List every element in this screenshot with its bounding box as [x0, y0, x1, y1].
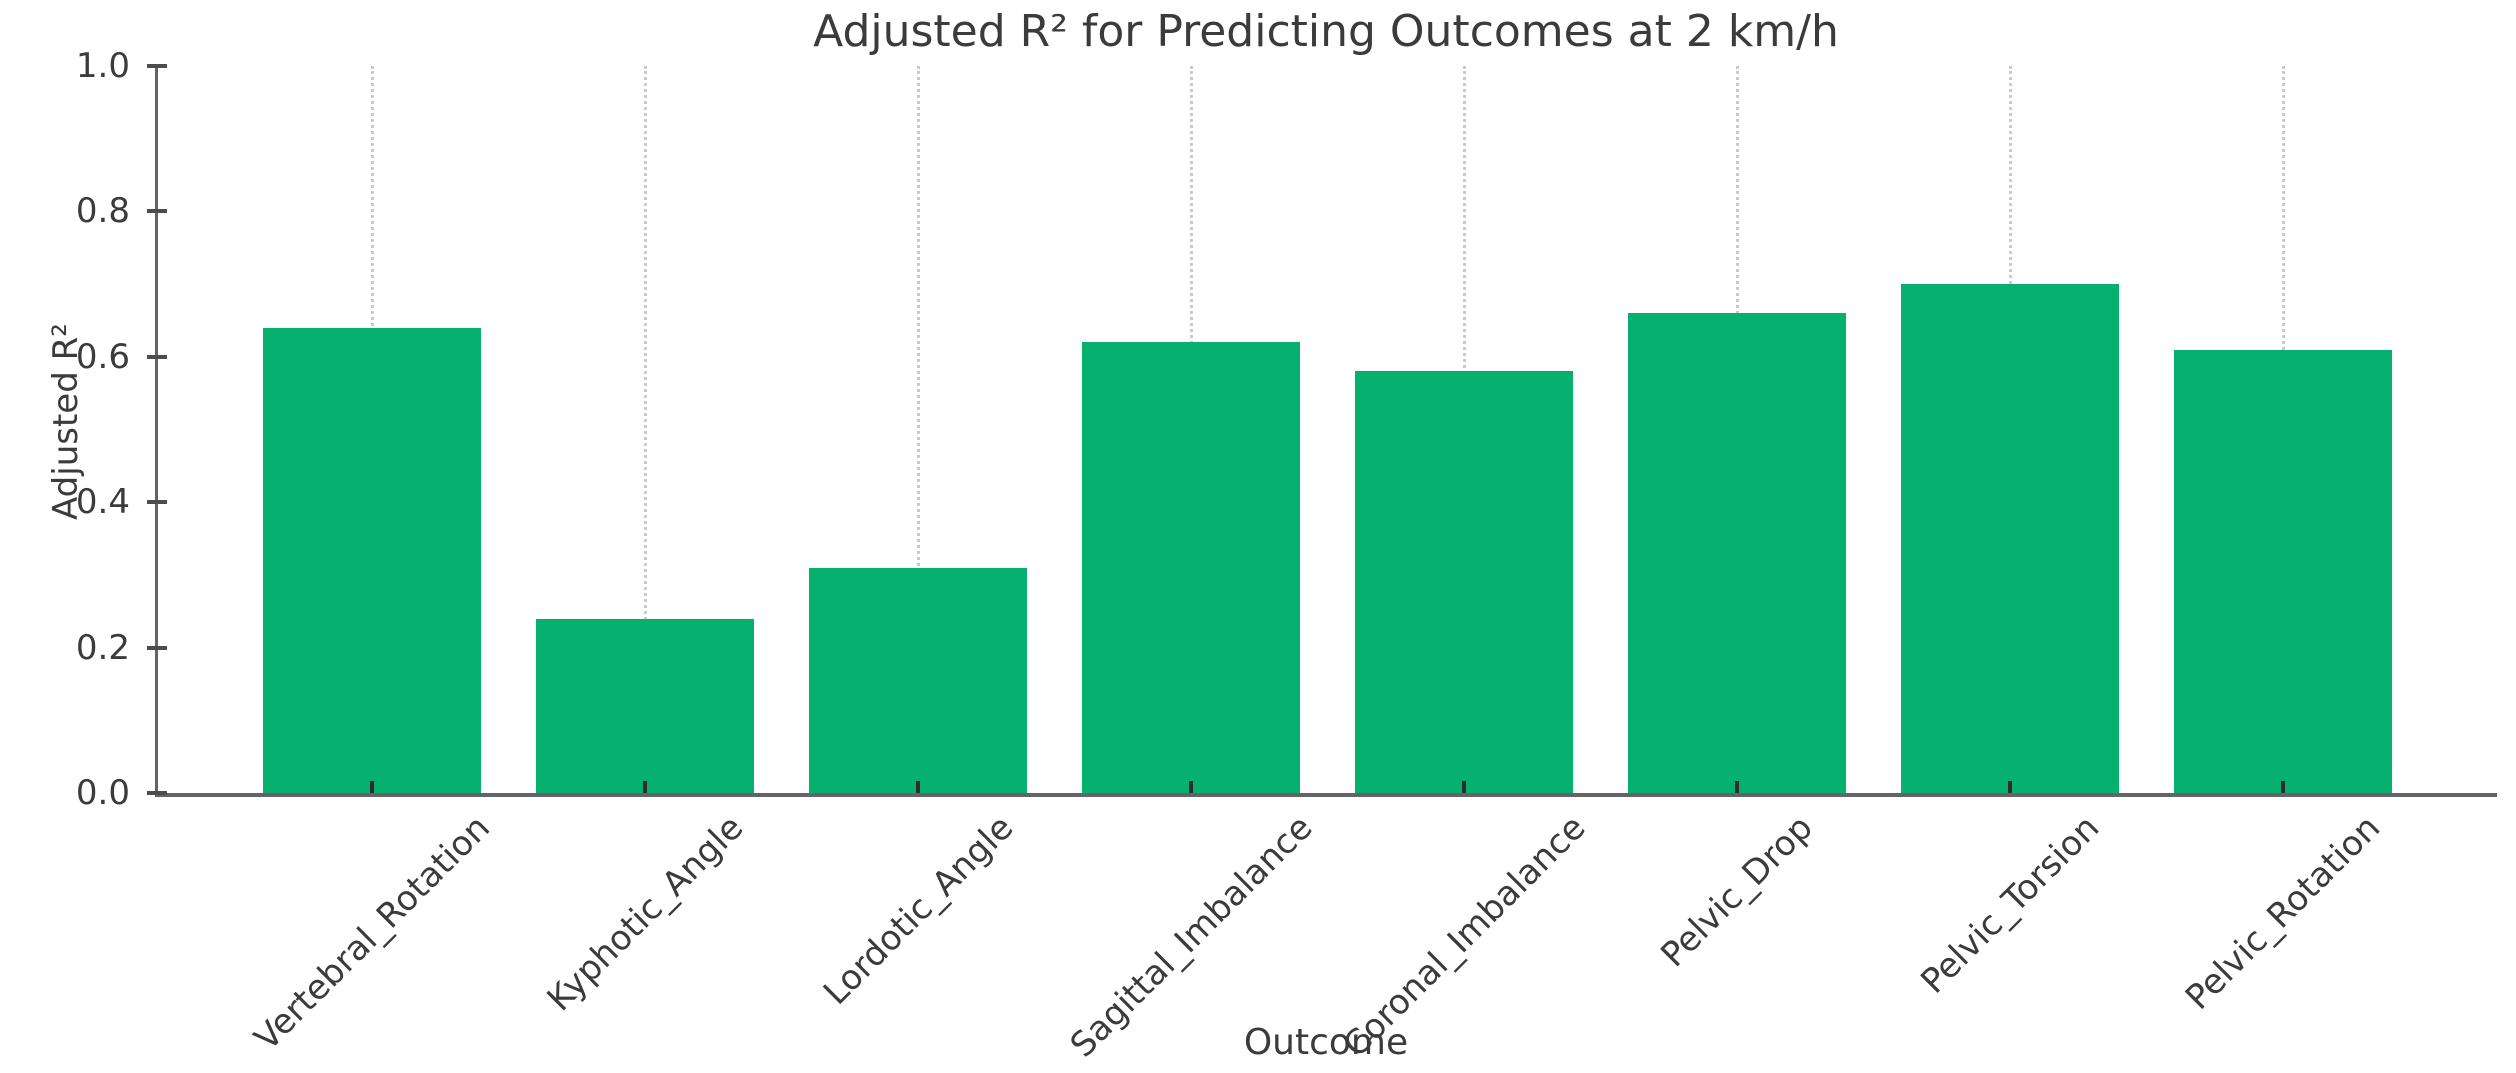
bar-pelvic_torsion: [1901, 284, 2119, 793]
y-tick-label: 0.0: [75, 773, 130, 813]
x-tick-mark: [2008, 781, 2012, 793]
y-tick-mark: [147, 209, 167, 214]
y-tick-label: 0.4: [75, 482, 130, 523]
y-tick-label: 1.0: [75, 46, 130, 86]
y-tick-mark: [147, 500, 167, 505]
y-tick-label: 0.6: [75, 336, 130, 377]
gridline: [916, 66, 920, 793]
x-tick-label: Pelvic_Drop: [1653, 807, 1821, 976]
x-tick-label: Kyphotic_Angle: [539, 807, 751, 1020]
plot-area: [147, 64, 2497, 797]
y-tick-mark: [147, 791, 167, 795]
bar-lordotic_angle: [809, 567, 1027, 793]
x-tick-mark: [1189, 781, 1193, 793]
chart-title: Adjusted R² for Predicting Outcomes at 2…: [813, 6, 1839, 57]
bar-pelvic_rotation: [2174, 349, 2392, 793]
x-tick-mark: [643, 781, 647, 793]
x-tick-mark: [916, 781, 920, 793]
y-tick-mark: [147, 645, 167, 650]
y-tick-mark: [147, 354, 167, 359]
gridline: [643, 66, 647, 793]
y-tick-mark: [147, 64, 167, 68]
x-tick-mark: [2281, 781, 2285, 793]
x-axis-label: Outcome: [1243, 1022, 1409, 1063]
bar-pelvic_drop: [1628, 313, 1846, 793]
x-tick-mark: [1462, 781, 1466, 793]
y-tick-label: 0.2: [75, 627, 130, 668]
bar-sagittal_imbalance: [1082, 342, 1300, 793]
bar-kyphotic_angle: [536, 618, 754, 793]
y-tick-label: 0.8: [75, 191, 130, 232]
x-tick-mark: [1735, 781, 1739, 793]
x-tick-label: Pelvic_Rotation: [2178, 807, 2389, 1018]
bar-coronal_imbalance: [1355, 371, 1573, 793]
bar-vertebral_rotation: [263, 327, 481, 793]
x-tick-mark: [370, 781, 374, 793]
x-tick-label: Lordotic_Angle: [815, 807, 1021, 1013]
x-tick-label: Pelvic_Torsion: [1913, 807, 2108, 1002]
